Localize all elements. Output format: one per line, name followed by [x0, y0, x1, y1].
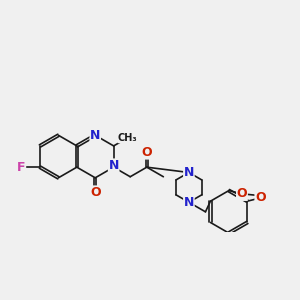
Text: N: N: [184, 166, 194, 179]
Text: CH₃: CH₃: [118, 133, 138, 143]
Text: O: O: [255, 191, 266, 204]
Text: F: F: [17, 161, 26, 174]
Text: O: O: [142, 146, 152, 159]
Text: N: N: [184, 196, 194, 209]
Text: N: N: [109, 159, 119, 172]
Text: N: N: [90, 129, 101, 142]
Text: O: O: [90, 186, 101, 199]
Text: O: O: [237, 187, 247, 200]
